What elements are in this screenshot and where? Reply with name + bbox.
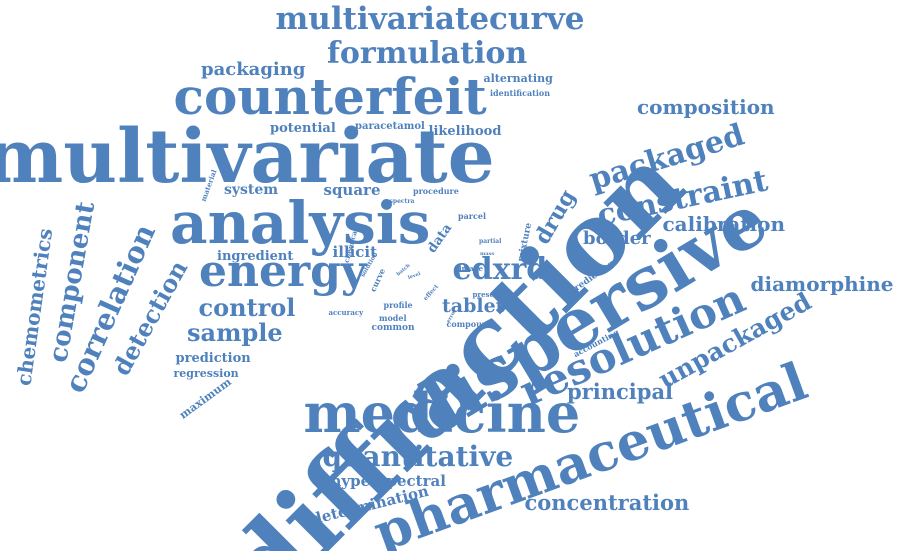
word-tablet: tablet	[442, 294, 505, 317]
word-control: control	[198, 293, 296, 322]
word-medicine: medicine	[303, 381, 581, 445]
word-identification: identification	[490, 88, 551, 98]
word-level: level	[406, 270, 422, 281]
word-likelihood: likelihood	[428, 123, 502, 139]
word-procedure: procedure	[413, 186, 459, 196]
word-parcel: parcel	[458, 211, 486, 221]
word-multivariate: multivariate	[0, 114, 495, 200]
word-potential: potential	[270, 120, 336, 136]
word-counterfeit: counterfeit	[173, 67, 487, 126]
word-partial: partial	[479, 238, 502, 245]
word-illicit: illicit	[332, 242, 378, 261]
word-common: common	[371, 322, 415, 333]
word-ingredient: ingredient	[217, 248, 294, 264]
word-quantitative: quantitative	[322, 440, 514, 473]
word-system: system	[224, 182, 279, 198]
word-square: square	[323, 180, 381, 199]
word-analysis: analysis	[170, 189, 431, 257]
word-composition: composition	[637, 95, 775, 119]
word-spectra: spectra	[389, 198, 415, 205]
word-formulation: formulation	[327, 36, 528, 71]
word-multivariatecurve: multivariatecurve	[275, 0, 585, 37]
word-maximum: maximum	[176, 374, 234, 422]
word-compound: compound	[446, 319, 494, 329]
word-calibration: calibration	[662, 212, 786, 236]
word-energy: energy	[199, 246, 367, 297]
word-curve: curve	[367, 266, 387, 294]
word-accuracy: accuracy	[328, 307, 364, 317]
word-hyperspectral: hyperspectral	[330, 471, 446, 490]
word-effect: effect	[421, 283, 440, 303]
word-chemometrics: chemometrics	[10, 226, 57, 388]
word-concentration: concentration	[524, 489, 690, 515]
word-mass: mass	[480, 250, 495, 257]
word-model: model	[379, 313, 407, 323]
word-alternating: alternating	[483, 71, 553, 85]
word-profile: profile	[383, 300, 413, 310]
word-image: image	[459, 263, 483, 273]
word-paracetamol: paracetamol	[355, 121, 425, 132]
word-prediction: prediction	[175, 350, 251, 366]
word-edxrd: edxrd	[452, 252, 548, 287]
word-border: border	[583, 228, 651, 249]
word-packaging: packaging	[201, 59, 306, 80]
word-diamorphine: diamorphine	[750, 272, 894, 296]
word-regression: regression	[173, 366, 239, 380]
word-presence: presence	[472, 289, 508, 299]
word-principal: principal	[567, 378, 674, 404]
word-sample: sample	[187, 318, 283, 347]
